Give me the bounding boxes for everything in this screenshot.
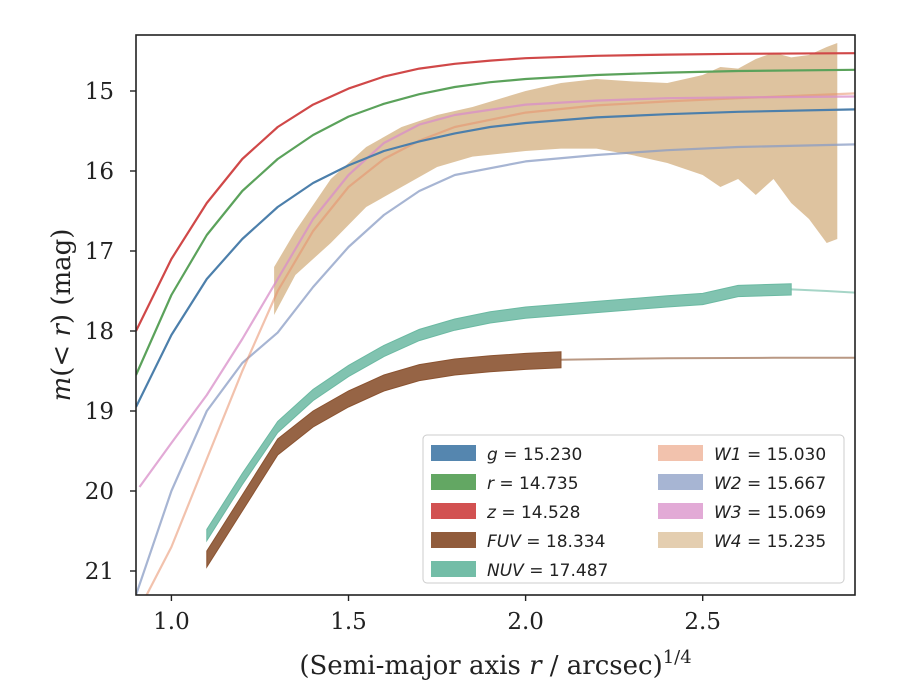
series-w2-line [136, 143, 855, 595]
series-r-line [136, 68, 855, 376]
legend-label-fuv: FUV = 18.334 [487, 532, 605, 552]
series-w4-area [274, 43, 838, 315]
legend-label-w3: W3 = 15.069 [714, 503, 826, 523]
legend-label-nuv: NUV = 17.487 [487, 561, 608, 581]
series-z-line [136, 52, 855, 332]
x-axis-label: (Semi-major axis r / arcsec)1/4 [299, 647, 691, 681]
series-g-line [136, 108, 855, 408]
series-nuv-band [206, 283, 792, 543]
y-tick-label: 16 [85, 159, 114, 185]
legend-label-r: r = 14.735 [487, 474, 579, 494]
legend-box [422, 434, 845, 584]
legend-swatch-nuv [431, 561, 476, 577]
y-axis-label: m(< r) (mag) [47, 229, 77, 402]
legend-swatch-w1 [658, 445, 703, 461]
legend-label-g: g = 15.230 [487, 445, 582, 465]
y-tick-label: 19 [85, 399, 114, 425]
y-tick-label: 15 [85, 79, 114, 105]
legend-label-w1: W1 = 15.030 [714, 445, 826, 465]
legend: g = 15.230 r = 14.735 z = 14.528 FUV = 18.3… [422, 434, 845, 584]
x-tick-label: 2.0 [507, 609, 544, 635]
x-tick-label: 1.0 [153, 609, 190, 635]
y-tick-label: 21 [85, 559, 114, 585]
series-fuv-band [206, 351, 562, 569]
y-tick-label: 17 [85, 239, 114, 265]
legend-swatch-w2 [658, 474, 703, 490]
legend-swatch-g [431, 445, 476, 461]
y-tick-label: 20 [85, 479, 114, 505]
legend-label-w4: W4 = 15.235 [714, 532, 826, 552]
legend-label-w2: W2 = 15.667 [714, 474, 826, 494]
series-fuv-extrapolation [560, 356, 855, 361]
legend-swatch-w4 [658, 532, 703, 548]
plot-frame [135, 34, 856, 596]
legend-swatch-fuv [431, 532, 476, 548]
legend-label-z: z = 14.528 [486, 503, 580, 523]
plot-area [136, 43, 855, 595]
legend-swatch-r [431, 474, 476, 490]
x-tick-label: 2.5 [684, 609, 721, 635]
legend-swatch-z [431, 503, 476, 519]
y-tick-label: 18 [85, 319, 114, 345]
series-w1-line [145, 92, 855, 595]
series-nuv-extrapolation [791, 288, 855, 294]
legend-swatch-w3 [658, 503, 703, 519]
series-w3-line [138, 95, 855, 488]
x-tick-label: 1.5 [330, 609, 367, 635]
